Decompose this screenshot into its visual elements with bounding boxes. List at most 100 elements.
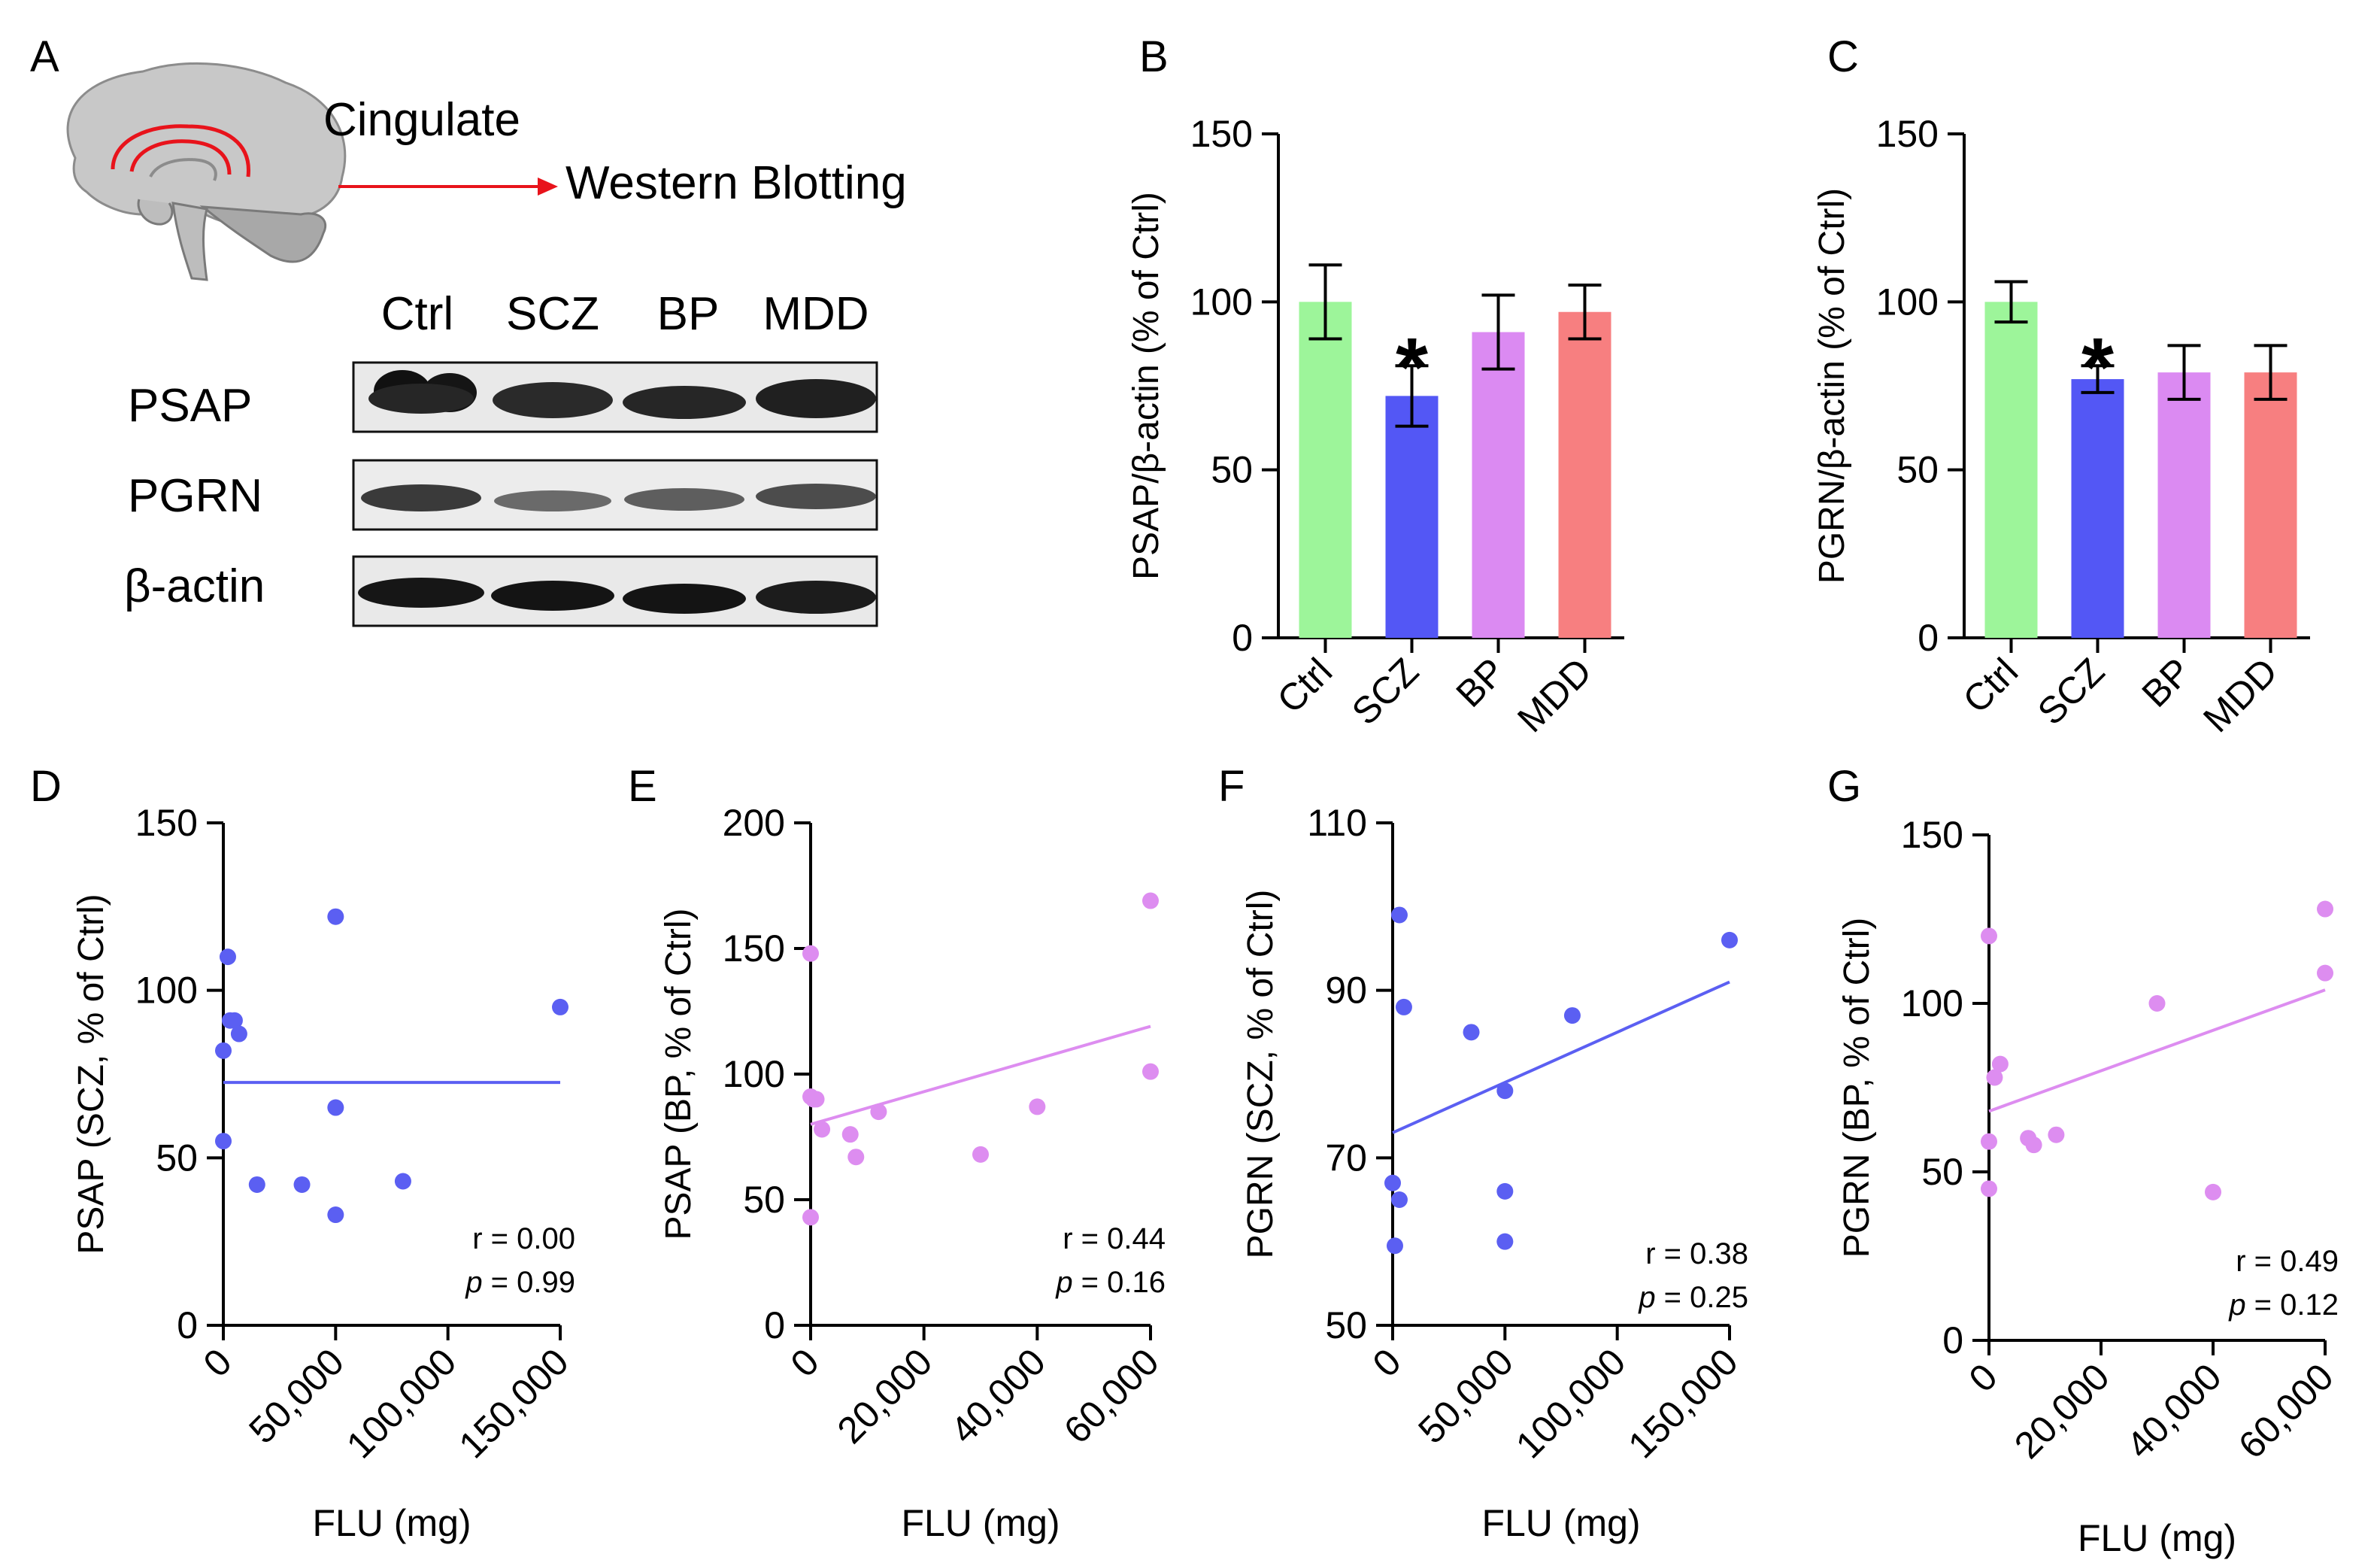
data-point xyxy=(1981,1133,1997,1150)
y-tick-label: 0 xyxy=(1918,617,1939,659)
data-point xyxy=(1384,1174,1401,1191)
y-tick-label: 100 xyxy=(1901,982,1963,1024)
data-point xyxy=(808,1091,825,1108)
data-point xyxy=(1563,1007,1581,1024)
data-point xyxy=(847,1149,865,1166)
y-tick-label: 200 xyxy=(723,802,785,844)
arrow-head-icon xyxy=(538,178,558,196)
y-tick-label: 50 xyxy=(156,1137,198,1179)
data-point xyxy=(841,1126,859,1143)
blot-beta-actin xyxy=(352,555,878,627)
panel-label-g: G xyxy=(1827,762,1861,811)
protein-label-bactin: β-actin xyxy=(124,560,265,612)
y-tick-label: 100 xyxy=(1190,281,1253,323)
r-value: r = 0.44 xyxy=(1063,1222,1166,1255)
p-value: p = 0.99 xyxy=(465,1266,575,1299)
p-value: p = 0.16 xyxy=(1055,1266,1166,1299)
y-tick-label: 50 xyxy=(1211,449,1253,491)
y-axis-label: PGRN (BP, % of Ctrl) xyxy=(1837,918,1877,1258)
bar-ctrl xyxy=(1984,302,2038,638)
regression-line xyxy=(1392,980,1730,1134)
y-tick-label: 150 xyxy=(135,802,198,844)
y-axis-label: PSAP/β-actin (% of Ctrl) xyxy=(1126,192,1166,580)
data-point xyxy=(1386,1237,1403,1255)
data-point xyxy=(2148,995,2166,1012)
data-point xyxy=(814,1121,831,1138)
lane-label-mdd: MDD xyxy=(763,288,869,340)
data-point xyxy=(1390,1191,1408,1208)
y-tick-label: 70 xyxy=(1325,1137,1367,1179)
y-tick-label: 90 xyxy=(1325,970,1367,1012)
data-point xyxy=(1981,1180,1997,1197)
data-point xyxy=(1991,1055,2009,1073)
data-point xyxy=(215,1133,232,1150)
y-axis-label: PGRN/β-actin (% of Ctrl) xyxy=(1812,188,1852,584)
lane-label-bp: BP xyxy=(657,288,720,340)
data-point xyxy=(2317,900,2333,918)
y-axis-label: PSAP (BP, % of Ctrl) xyxy=(659,908,699,1240)
data-point xyxy=(230,1025,247,1042)
data-point xyxy=(802,945,819,962)
y-tick-label: 0 xyxy=(764,1304,785,1346)
data-point xyxy=(1981,927,1997,945)
data-point xyxy=(552,998,568,1015)
y-tick-label: 100 xyxy=(135,970,198,1012)
data-point xyxy=(394,1173,411,1190)
y-tick-label: 0 xyxy=(1942,1319,1963,1361)
panel-label-b: B xyxy=(1139,32,1169,81)
data-point xyxy=(219,948,236,966)
panel-label-a: A xyxy=(30,32,59,81)
data-point xyxy=(1496,1082,1514,1100)
y-axis-label: PGRN (SCZ, % of Ctrl) xyxy=(1241,890,1281,1259)
data-point xyxy=(802,1209,819,1226)
blot-pgrn xyxy=(352,459,878,531)
y-tick-label: 150 xyxy=(1901,814,1963,856)
data-point xyxy=(327,1099,344,1116)
x-axis-label: FLU (mg) xyxy=(1481,1502,1640,1544)
y-tick-label: 110 xyxy=(1307,802,1367,844)
y-tick-label: 50 xyxy=(743,1179,785,1221)
regression-line xyxy=(810,1024,1151,1126)
panel-label-e: E xyxy=(628,762,657,811)
data-point xyxy=(1390,906,1408,924)
data-point xyxy=(870,1103,887,1121)
bar-scz xyxy=(2071,379,2124,638)
data-point xyxy=(1496,1233,1514,1250)
data-point xyxy=(1395,998,1412,1015)
data-point xyxy=(972,1146,989,1163)
bar-ctrl xyxy=(1299,302,1352,638)
data-point xyxy=(2317,964,2333,982)
data-point xyxy=(248,1176,265,1193)
data-point xyxy=(1029,1098,1046,1115)
bar-bp xyxy=(1472,332,1525,638)
data-point xyxy=(293,1176,311,1193)
y-tick-label: 50 xyxy=(1325,1304,1367,1346)
y-tick-label: 50 xyxy=(1896,449,1939,491)
p-value: p = 0.25 xyxy=(1638,1281,1748,1314)
y-tick-label: 0 xyxy=(177,1304,198,1346)
data-point xyxy=(1142,892,1159,909)
data-point xyxy=(327,908,344,925)
data-point xyxy=(221,1012,238,1029)
r-value: r = 0.49 xyxy=(2236,1245,2339,1278)
bar-bp xyxy=(2157,372,2211,638)
data-point xyxy=(215,1042,232,1059)
data-point xyxy=(2048,1126,2065,1143)
y-axis-label: PSAP (SCZ, % of Ctrl) xyxy=(71,894,111,1254)
data-point xyxy=(1496,1182,1514,1200)
regression-line xyxy=(1988,988,2326,1113)
significance-star: * xyxy=(1396,321,1428,414)
bar-mdd xyxy=(1558,311,1611,638)
panel-a: A Cingulate Western Blotting Ctrl SCZ BP… xyxy=(30,32,907,627)
protein-label-pgrn: PGRN xyxy=(128,470,262,522)
significance-star: * xyxy=(2081,321,2114,414)
data-point xyxy=(1463,1024,1480,1041)
y-tick-label: 100 xyxy=(1876,281,1939,323)
lane-label-scz: SCZ xyxy=(506,288,599,340)
data-point xyxy=(2205,1183,2221,1200)
method-label: Western Blotting xyxy=(565,157,907,209)
panel-label-f: F xyxy=(1218,762,1245,811)
y-tick-label: 50 xyxy=(1921,1151,1963,1193)
y-tick-label: 100 xyxy=(723,1053,785,1095)
